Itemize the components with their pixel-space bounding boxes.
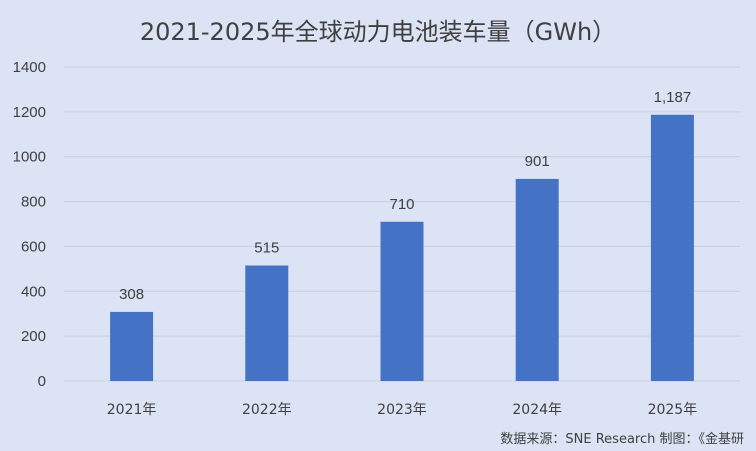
x-tick-label: 2022年	[242, 402, 292, 418]
bar	[380, 221, 424, 381]
bar	[110, 311, 154, 381]
y-tick-label: 0	[38, 373, 46, 390]
y-tick-label: 1400	[13, 59, 46, 76]
y-tick-label: 600	[21, 238, 46, 255]
y-tick-label: 400	[21, 283, 46, 300]
bar	[245, 265, 289, 381]
x-tick-label: 2024年	[512, 402, 562, 418]
bar	[515, 178, 559, 381]
y-tick-label: 200	[21, 328, 46, 345]
x-tick-label: 2023年	[377, 402, 427, 418]
data-label: 1,187	[654, 89, 692, 106]
chart-title: 2021-2025年全球动力电池装车量（GWh）	[139, 18, 617, 46]
source-note: 数据来源：SNE Research 制图：《金基研	[500, 432, 744, 447]
data-label: 515	[254, 239, 279, 256]
x-tick-label: 2021年	[107, 402, 157, 418]
bar	[650, 114, 694, 381]
y-tick-label: 1200	[13, 104, 46, 121]
x-tick-label: 2025年	[648, 402, 698, 418]
y-tick-label: 1000	[13, 149, 46, 166]
y-tick-label: 800	[21, 194, 46, 211]
data-label: 710	[389, 196, 414, 213]
data-label: 308	[119, 286, 144, 303]
data-label: 901	[525, 153, 550, 170]
